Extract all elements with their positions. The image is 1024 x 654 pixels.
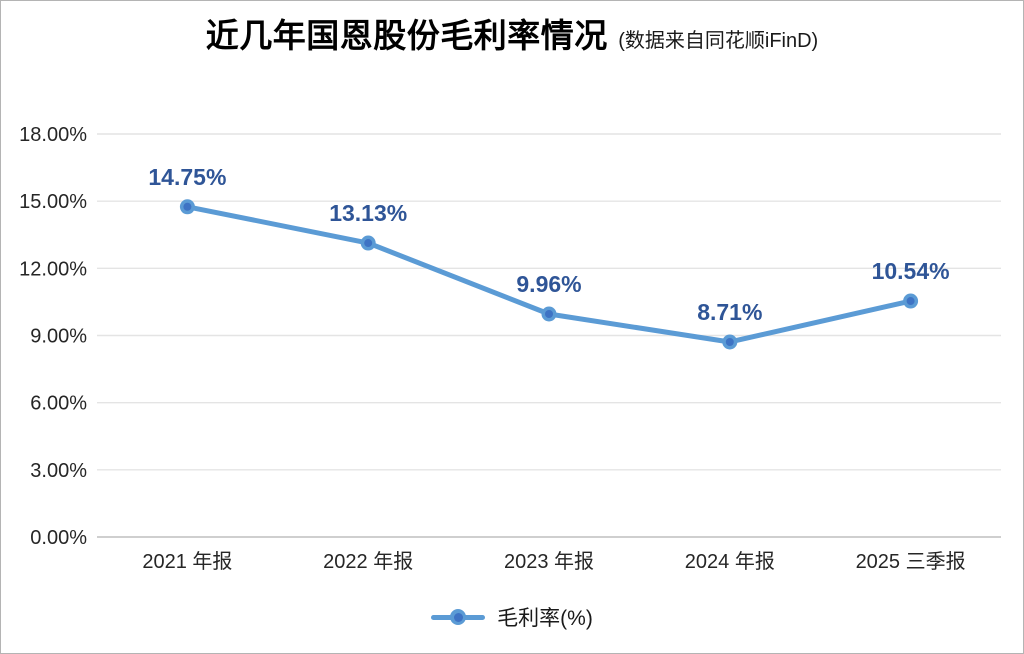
chart-legend: 毛利率(%) — [1, 599, 1023, 635]
y-tick-label: 9.00% — [30, 326, 87, 348]
data-point-label: 9.96% — [516, 271, 581, 297]
y-tick-label: 6.00% — [30, 393, 87, 415]
data-point-marker-center — [183, 202, 192, 211]
x-axis-label: 2023 年报 — [504, 550, 594, 573]
data-point-label: 10.54% — [872, 258, 950, 284]
legend-series-marker — [431, 608, 486, 626]
y-tick-label: 18.00% — [19, 124, 87, 146]
y-tick-label: 15.00% — [19, 191, 87, 213]
data-point-marker-center — [725, 337, 734, 346]
y-tick-label: 0.00% — [30, 527, 87, 549]
legend-series-label: 毛利率(%) — [497, 607, 593, 630]
legend-dot-icon — [450, 609, 467, 625]
data-point-marker-center — [545, 310, 553, 319]
x-axis-label: 2021 年报 — [142, 550, 232, 573]
x-axis-label: 2024 年报 — [685, 550, 775, 573]
x-axis-label: 2025 三季报 — [856, 550, 966, 573]
chart-title-subtitle: (数据来自同花顺iFinD) — [618, 30, 819, 52]
chart-title-main: 近几年国恩股份毛利率情况 — [205, 17, 608, 54]
data-point-label: 13.13% — [329, 200, 407, 226]
y-tick-label: 12.00% — [19, 258, 87, 280]
x-axis-label: 2022 年报 — [323, 550, 413, 573]
data-point-label: 14.75% — [148, 164, 226, 190]
chart-title: 近几年国恩股份毛利率情况 (数据来自同花顺iFinD) — [1, 15, 1023, 64]
data-point-marker-center — [906, 297, 915, 306]
y-tick-label: 3.00% — [30, 460, 87, 482]
data-point-marker-center — [364, 239, 373, 248]
data-point-label: 8.71% — [697, 299, 762, 325]
legend-dot-inner-icon — [453, 612, 463, 622]
